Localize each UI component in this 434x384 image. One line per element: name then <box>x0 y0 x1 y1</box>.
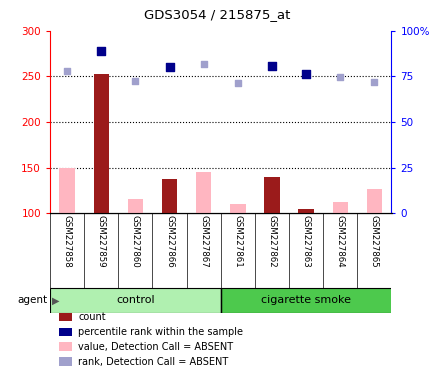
Text: count: count <box>78 312 106 322</box>
Text: GSM227865: GSM227865 <box>369 215 378 268</box>
Bar <box>59 167 75 213</box>
Text: GSM227861: GSM227861 <box>233 215 242 268</box>
Point <box>268 63 275 70</box>
Point <box>234 79 241 86</box>
Bar <box>93 74 108 213</box>
Bar <box>366 189 381 213</box>
Bar <box>230 204 245 213</box>
Text: value, Detection Call = ABSENT: value, Detection Call = ABSENT <box>78 342 233 352</box>
Text: GSM227864: GSM227864 <box>335 215 344 268</box>
Bar <box>298 209 313 213</box>
Text: cigarette smoke: cigarette smoke <box>260 295 350 306</box>
Bar <box>264 177 279 213</box>
Point <box>370 79 377 85</box>
Point <box>336 74 343 80</box>
Text: GSM227859: GSM227859 <box>96 215 105 268</box>
Point <box>302 71 309 77</box>
Text: GSM227867: GSM227867 <box>199 215 208 268</box>
Point <box>166 64 173 70</box>
Text: rank, Detection Call = ABSENT: rank, Detection Call = ABSENT <box>78 357 228 367</box>
Text: GSM227858: GSM227858 <box>62 215 72 268</box>
Text: GSM227866: GSM227866 <box>164 215 174 268</box>
Bar <box>196 172 211 213</box>
Text: control: control <box>116 295 155 306</box>
Text: agent: agent <box>18 295 48 306</box>
Point <box>132 78 138 84</box>
Text: GDS3054 / 215875_at: GDS3054 / 215875_at <box>144 8 290 21</box>
Bar <box>161 179 177 213</box>
Bar <box>332 202 347 213</box>
Bar <box>50 288 220 313</box>
Text: GSM227863: GSM227863 <box>301 215 310 268</box>
Text: GSM227860: GSM227860 <box>131 215 140 268</box>
Text: GSM227862: GSM227862 <box>267 215 276 268</box>
Point <box>63 68 70 74</box>
Bar <box>220 288 391 313</box>
Text: ▶: ▶ <box>52 295 59 306</box>
Point <box>98 48 105 54</box>
Bar <box>128 199 143 213</box>
Text: percentile rank within the sample: percentile rank within the sample <box>78 327 243 337</box>
Point <box>200 61 207 68</box>
